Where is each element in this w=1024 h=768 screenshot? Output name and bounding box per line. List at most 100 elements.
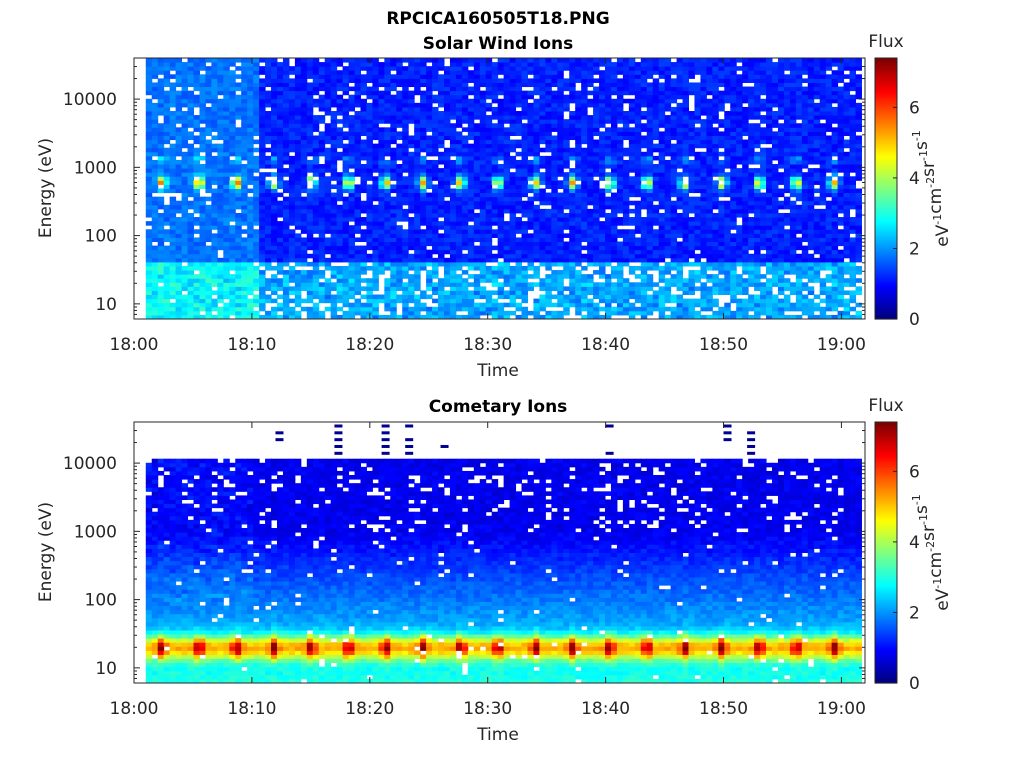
heatmap-cell	[205, 94, 212, 100]
heatmap-cell	[271, 94, 278, 100]
heatmap-cell	[664, 217, 672, 222]
heatmap-cell	[384, 115, 391, 120]
heatmap-cell	[396, 66, 403, 71]
heatmap-cell	[610, 74, 618, 79]
heatmap-cell	[449, 86, 457, 92]
heatmap-cell	[664, 184, 672, 189]
heatmap-cell	[384, 217, 391, 222]
heatmap-cell	[420, 265, 427, 271]
heatmap-cell	[211, 217, 218, 222]
heatmap-cell	[271, 135, 278, 141]
heatmap-cell	[402, 123, 409, 128]
heatmap-cell	[503, 200, 511, 206]
heatmap-cell	[282, 314, 290, 320]
heatmap-cell	[342, 115, 350, 120]
heatmap-cell	[163, 94, 171, 100]
heatmap-cell	[443, 78, 451, 83]
heatmap-cell	[306, 139, 314, 145]
heatmap-cell	[187, 159, 194, 165]
heatmap-cell	[312, 290, 320, 296]
heatmap-cell	[467, 135, 475, 141]
heatmap-cell	[575, 217, 582, 222]
heatmap-cell	[533, 74, 540, 79]
heatmap-cell	[354, 282, 361, 287]
heatmap-cell	[599, 135, 606, 141]
heatmap-cell	[157, 90, 165, 96]
heatmap-cell	[211, 241, 218, 247]
heatmap-cell	[157, 200, 165, 206]
heatmap-cell	[348, 135, 356, 141]
heatmap-cell	[282, 204, 290, 210]
heatmap-cell	[563, 249, 570, 255]
heatmap-cell	[294, 94, 302, 100]
heatmap-cell	[605, 233, 612, 238]
heatmap-cell	[491, 78, 499, 83]
heatmap-cell	[664, 253, 672, 259]
heatmap-cell	[384, 151, 391, 157]
heatmap-cell	[205, 74, 212, 79]
heatmap-cell	[288, 184, 296, 189]
heatmap-cell	[420, 172, 427, 177]
heatmap-cell	[336, 265, 344, 271]
heatmap-cell	[282, 151, 290, 157]
heatmap-cell	[658, 302, 666, 308]
heatmap-cell	[169, 172, 177, 177]
heatmap-cell	[312, 159, 320, 165]
heatmap-cell	[503, 90, 511, 96]
heatmap-cell	[372, 94, 379, 100]
heatmap-cell	[551, 139, 558, 145]
heatmap-cell	[265, 261, 272, 267]
heatmap-cell	[390, 168, 397, 173]
heatmap-cell	[455, 90, 463, 96]
heatmap-cell	[205, 172, 212, 177]
heatmap-cell	[426, 204, 433, 210]
heatmap-cell	[318, 225, 326, 230]
heatmap-cell	[432, 310, 439, 316]
heatmap-cell	[628, 229, 636, 234]
heatmap-cell	[396, 94, 403, 100]
heatmap-cell	[294, 261, 302, 267]
heatmap-cell	[282, 131, 290, 136]
heatmap-cell	[241, 265, 248, 271]
heatmap-cell	[593, 282, 600, 287]
heatmap-cell	[247, 180, 254, 185]
heatmap-cell	[247, 278, 254, 283]
heatmap-cell	[223, 294, 230, 300]
heatmap-cell	[193, 314, 200, 320]
heatmap-cell	[652, 290, 660, 296]
heatmap-cell	[575, 221, 582, 226]
heatmap-cell	[336, 217, 344, 222]
heatmap-cell	[628, 82, 636, 88]
heatmap-cell	[348, 139, 356, 145]
heatmap-cell	[181, 111, 189, 116]
heatmap-cell	[610, 62, 618, 67]
heatmap-cell	[271, 82, 278, 88]
heatmap-cell	[634, 90, 642, 96]
heatmap-cell	[491, 192, 499, 198]
heatmap-cell	[658, 180, 666, 185]
heatmap-cell	[336, 314, 344, 320]
heatmap-cell	[521, 106, 528, 112]
heatmap-cell	[479, 225, 487, 230]
heatmap-cell	[253, 249, 260, 255]
heatmap-cell	[569, 225, 576, 230]
heatmap-cell	[241, 135, 248, 141]
heatmap-cell	[277, 265, 284, 271]
heatmap-cell	[396, 188, 403, 194]
heatmap-cell	[271, 127, 278, 132]
heatmap-cell	[509, 286, 517, 291]
heatmap-cell	[593, 86, 600, 92]
heatmap-cell	[306, 221, 314, 226]
heatmap-cell	[384, 265, 391, 271]
heatmap-cell	[515, 184, 523, 189]
heatmap-cell	[223, 155, 230, 161]
heatmap-cell	[646, 257, 654, 263]
heatmap-cell	[616, 286, 624, 291]
heatmap-cell	[455, 147, 463, 153]
heatmap-cell	[163, 217, 171, 222]
heatmap-cell	[294, 196, 302, 202]
heatmap-cell	[581, 302, 588, 308]
heatmap-cell	[426, 229, 433, 234]
heatmap-cell	[193, 241, 200, 247]
heatmap-cell	[402, 111, 409, 116]
